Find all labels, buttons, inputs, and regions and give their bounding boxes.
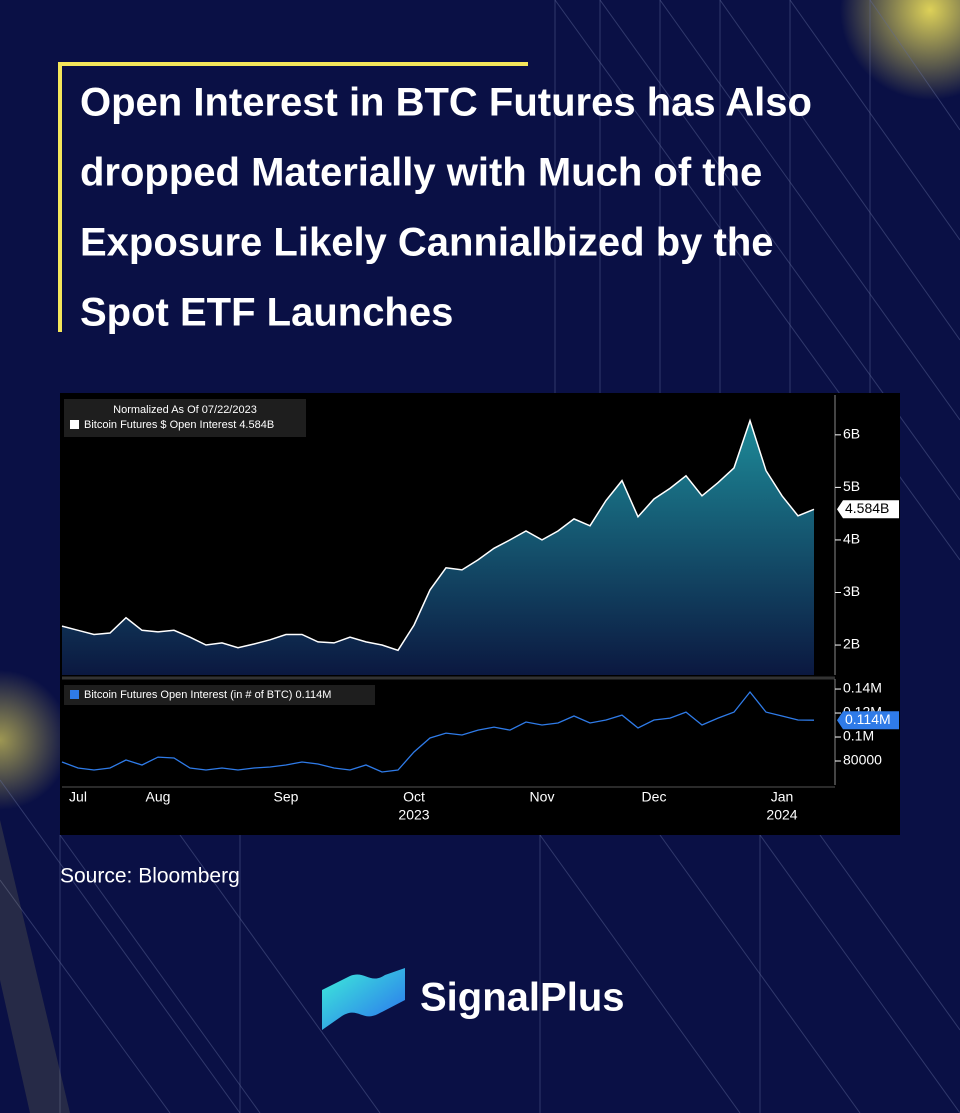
y-tick-label: 2B — [843, 636, 860, 652]
legend-name: Bitcoin Futures $ Open Interest — [84, 419, 236, 431]
x-tick-label: Aug — [146, 789, 171, 805]
title-line: Open Interest in BTC Futures has Also — [80, 81, 812, 125]
x-tick-label: Jan — [771, 789, 794, 805]
x-tick-label: Oct — [403, 789, 425, 805]
legend-swatch — [70, 690, 79, 699]
last-value-box — [837, 711, 899, 730]
y-tick-label: 4B — [843, 531, 860, 547]
legend-name: Bitcoin Futures Open Interest (in # of B… — [84, 689, 292, 701]
title-line: Spot ETF Launches — [80, 291, 453, 335]
x-year-label: 2024 — [766, 807, 797, 823]
title-bracket — [58, 62, 528, 332]
x-tick-label: Sep — [274, 789, 299, 805]
source: Source: Bloomberg — [60, 865, 240, 888]
legend-label: Bitcoin Futures Open Interest (in # of B… — [84, 689, 331, 701]
line — [61, 418, 815, 652]
legend-label: Bitcoin Futures $ Open Interest 4.584B — [84, 419, 274, 431]
last-value-label: 4.584B — [845, 500, 889, 516]
chart-note: Normalized As Of 07/22/2023 — [113, 404, 257, 416]
legend-swatch — [70, 420, 79, 429]
x-tick-label: Nov — [530, 789, 555, 805]
area — [62, 420, 814, 675]
legend-value: 0.114M — [296, 689, 332, 701]
line — [61, 690, 815, 773]
charts: 2B 3B 4B 5B 6B 4.584B Normalized As Of 07/22/2… — [61, 395, 899, 823]
y-tick-label: 3B — [843, 583, 860, 599]
y-tick-label: 0.1M — [843, 728, 874, 744]
title-line: Exposure Likely Cannialbized by the — [80, 221, 774, 265]
y-tick-label: 80000 — [843, 752, 882, 768]
glow — [0, 670, 70, 810]
legend-box — [64, 685, 375, 705]
last-value-box — [837, 500, 899, 519]
last-value-label: 0.114M — [845, 711, 891, 727]
y-tick-label: 5B — [843, 478, 860, 494]
legend-box — [64, 399, 306, 437]
y-tick-label: 6B — [843, 426, 860, 442]
title: Open Interest in BTC Futures has Also dro… — [80, 81, 812, 335]
y-tick-label: 0.14M — [843, 680, 882, 696]
x-tick-label: Jul — [69, 789, 87, 805]
x-tick-label: Dec — [642, 789, 667, 805]
x-year-label: 2023 — [398, 807, 429, 823]
title-line: dropped Materially with Much of the — [80, 151, 762, 195]
legend-value: 4.584B — [239, 419, 274, 431]
brand: SignalPlus — [420, 976, 625, 1020]
glow — [840, 0, 960, 100]
glow-beam — [0, 820, 70, 1113]
logo-icon — [322, 968, 405, 1030]
